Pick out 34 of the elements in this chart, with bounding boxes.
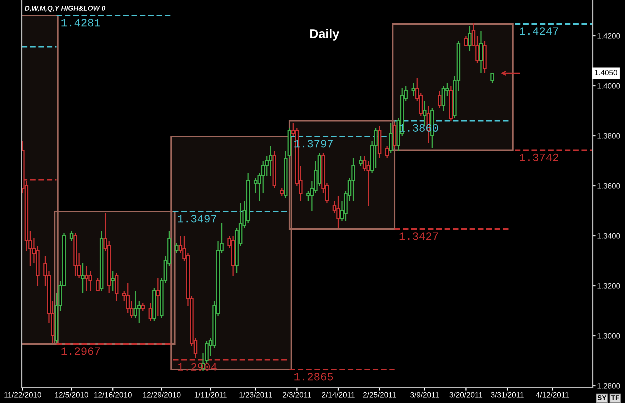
- candlestick: [490, 72, 494, 84]
- candlestick: [81, 262, 85, 294]
- candlestick: [306, 190, 310, 202]
- candlestick: [359, 155, 363, 167]
- annotation: 1.4281: [62, 19, 100, 27]
- annotation: 1.2865: [294, 373, 334, 381]
- candlestick: [442, 85, 446, 112]
- candlestick: [483, 40, 487, 74]
- annotation: 1.3497: [178, 215, 217, 223]
- annotation: 1.3742: [520, 154, 558, 162]
- candlestick: [479, 30, 484, 74]
- candlestick: [468, 25, 472, 52]
- candlestick: [412, 82, 416, 97]
- candlestick: [88, 270, 92, 292]
- text: Daily: [310, 29, 340, 41]
- candlestick: [336, 195, 340, 230]
- candlestick: [374, 128, 378, 170]
- bar: [170, 136, 292, 370]
- candlestick: [389, 122, 393, 154]
- annotation: 1.4247: [520, 28, 558, 36]
- candlestick: [392, 122, 397, 150]
- annotation: 1.2967: [62, 348, 100, 356]
- annotation: 1.3427: [400, 232, 438, 240]
- candlestick: [114, 272, 119, 302]
- candlestick: [254, 178, 258, 194]
- candlestick: [464, 35, 468, 47]
- candlestick: [438, 90, 442, 110]
- candlestick: [134, 290, 138, 320]
- candlestick: [378, 125, 382, 160]
- candlestick: [175, 242, 179, 254]
- candlestick: [84, 265, 89, 292]
- candlestick: [156, 278, 160, 317]
- candlestick: [126, 282, 130, 314]
- candlestick: [352, 158, 356, 202]
